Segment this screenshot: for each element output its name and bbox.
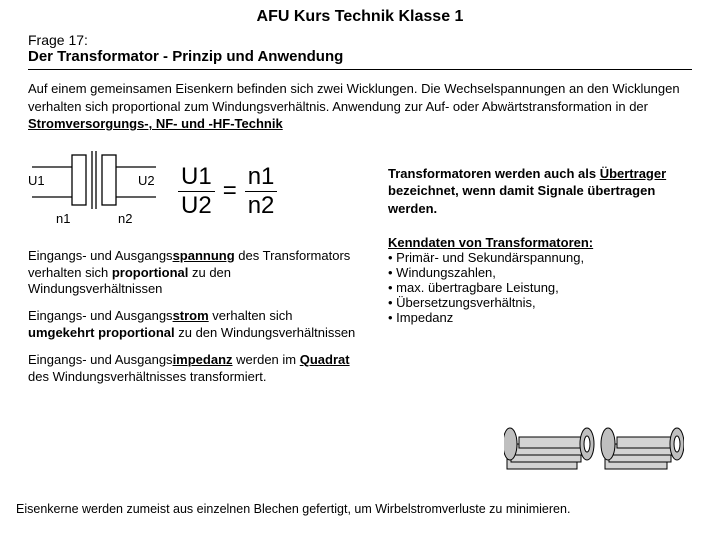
prop-word: proportional	[112, 265, 189, 280]
keyword-spannung: spannung	[173, 248, 235, 263]
u2-label: U2	[138, 173, 155, 188]
note-pre: Transformatoren werden auch als	[388, 166, 600, 181]
schematic-and-formula: U1 U2 n1 n2 U1U2 = n1n2	[28, 149, 358, 234]
para-voltage: Eingangs- und Ausgangsspannung des Trans…	[28, 248, 358, 299]
keyword-impedanz: impedanz	[173, 352, 233, 367]
txt: Eingangs- und Ausgangs	[28, 352, 173, 367]
right-column: Transformatoren werden auch als Übertrag…	[388, 149, 688, 396]
quadrat-word: Quadrat	[300, 352, 350, 367]
intro-text: Auf einem gemeinsamen Eisenkern befinden…	[28, 81, 680, 114]
question-number: Frage 17:	[28, 32, 692, 48]
list-item: Übersetzungsverhältnis,	[388, 295, 688, 310]
list-item: max. übertragbare Leistung,	[388, 280, 688, 295]
question-heading: Der Transformator - Prinzip und Anwendun…	[28, 48, 692, 70]
keydata-list: Primär- und Sekundärspannung, Windungsza…	[388, 250, 688, 325]
frac-u2: U2	[181, 192, 212, 218]
intro-underline: Stromversorgungs-, NF- und -HF-Technik	[28, 116, 283, 131]
keyword-strom: strom	[173, 308, 209, 323]
equals: =	[223, 177, 237, 205]
ratio-formula: U1U2 = n1n2	[178, 165, 277, 218]
frac-u1: U1	[178, 165, 215, 192]
list-item: Windungszahlen,	[388, 265, 688, 280]
note-post: bezeichnet, wenn damit Signale übertrage…	[388, 183, 655, 216]
keydata-block: Kenndaten von Transformatoren: Primär- u…	[388, 235, 688, 325]
list-item: Primär- und Sekundärspannung,	[388, 250, 688, 265]
uebertrager-note: Transformatoren werden auch als Übertrag…	[388, 165, 688, 218]
transformer-schematic-icon: U1 U2 n1 n2	[28, 149, 168, 234]
footer-note: Eisenkerne werden zumeist aus einzelnen …	[16, 502, 704, 516]
intro-paragraph: Auf einem gemeinsamen Eisenkern befinden…	[0, 80, 720, 141]
txt: zu den Windungsverhältnissen	[175, 325, 356, 340]
n1-label: n1	[56, 211, 70, 226]
frac-n2: n2	[248, 192, 275, 218]
left-column: U1 U2 n1 n2 U1U2 = n1n2 Eingangs- und Au…	[28, 149, 358, 396]
frac-n1: n1	[245, 165, 278, 192]
keydata-title: Kenndaten von Transformatoren:	[388, 235, 688, 250]
txt: verhalten sich	[209, 308, 293, 323]
para-current: Eingangs- und Ausgangsstrom verhalten si…	[28, 308, 358, 342]
list-item: Impedanz	[388, 310, 688, 325]
question-block: Frage 17: Der Transformator - Prinzip un…	[0, 32, 720, 70]
para-impedance: Eingangs- und Ausgangsimpedanz werden im…	[28, 352, 358, 386]
laminated-cores-icon	[504, 416, 684, 486]
page-title: AFU Kurs Technik Klasse 1	[0, 0, 720, 32]
n2-label: n2	[118, 211, 132, 226]
txt: Eingangs- und Ausgangs	[28, 248, 173, 263]
txt: werden im	[233, 352, 300, 367]
u1-label: U1	[28, 173, 45, 188]
txt: Eingangs- und Ausgangs	[28, 308, 173, 323]
prop-word: umgekehrt proportional	[28, 325, 175, 340]
txt: des Windungsverhältnisses transformiert.	[28, 369, 266, 384]
note-underline: Übertrager	[600, 166, 666, 181]
